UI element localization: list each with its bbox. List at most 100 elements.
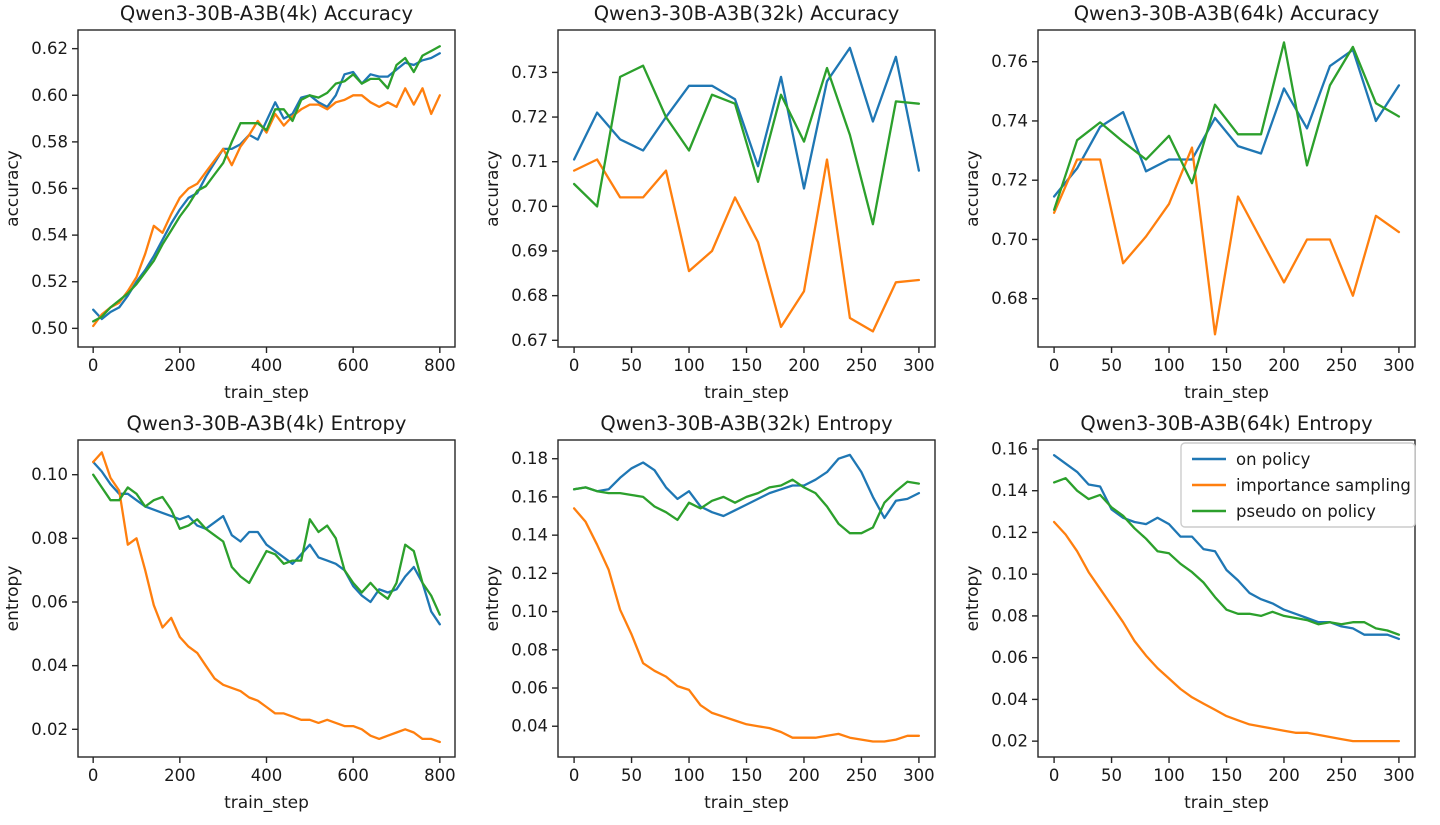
x-tick-label: 200 bbox=[788, 356, 820, 375]
y-tick-label: 0.12 bbox=[991, 523, 1028, 542]
chart-background bbox=[480, 0, 960, 411]
chart-svg-acc-32k: Qwen3-30B-A3B(32k) Accuracy 0 50 100 150 200 2… bbox=[480, 0, 960, 411]
y-tick-label: 0.62 bbox=[31, 39, 68, 58]
chart-entropy-64k: Qwen3-30B-A3B(64k) Entropy 0 50 100 150 200 25… bbox=[960, 410, 1440, 822]
axes-frame bbox=[77, 29, 456, 348]
series-line-pseudo-on-policy bbox=[92, 473, 441, 616]
series-line-pseudo-on-policy bbox=[1052, 41, 1401, 211]
x-axis-label: train_step bbox=[224, 383, 309, 403]
chart-title: Qwen3-30B-A3B(64k) Accuracy bbox=[1074, 2, 1380, 25]
x-tick-label: 0 bbox=[88, 766, 99, 785]
x-tick-label: 600 bbox=[337, 356, 369, 375]
x-tick-label: 100 bbox=[1153, 356, 1185, 375]
series-line-importance-sampling bbox=[92, 87, 441, 328]
legend-box bbox=[1180, 442, 1416, 528]
axes-frame bbox=[77, 439, 456, 758]
x-tick-label: 50 bbox=[621, 356, 642, 375]
y-axis-label: accuracy bbox=[963, 150, 983, 227]
chart-accuracy-32k: Qwen3-30B-A3B(32k) Accuracy 0 50 100 150 200 2… bbox=[480, 0, 960, 411]
x-tick-label: 800 bbox=[424, 356, 456, 375]
x-tick-label: 150 bbox=[731, 766, 763, 785]
x-tick-label: 250 bbox=[846, 766, 878, 785]
x-tick-label: 150 bbox=[1211, 356, 1243, 375]
chart-title: Qwen3-30B-A3B(32k) Entropy bbox=[600, 412, 892, 435]
chart-svg-ent-4k: Qwen3-30B-A3B(4k) Entropy 0 200 400 600 800 0.… bbox=[0, 410, 480, 821]
y-tick-label: 0.74 bbox=[991, 111, 1028, 130]
x-tick-label: 250 bbox=[1326, 356, 1358, 375]
y-axis-label: entropy bbox=[963, 566, 983, 632]
y-tick-label: 0.50 bbox=[31, 319, 68, 338]
y-tick-label: 0.02 bbox=[31, 720, 68, 739]
series-line-pseudo-on-policy bbox=[572, 478, 921, 535]
x-tick-label: 150 bbox=[1211, 766, 1243, 785]
y-axis-label: accuracy bbox=[483, 150, 503, 227]
axes-frame bbox=[1037, 29, 1416, 348]
y-tick-label: 0.72 bbox=[511, 108, 548, 127]
y-tick-label: 0.68 bbox=[511, 286, 548, 305]
series-line-importance-sampling bbox=[1052, 146, 1401, 336]
x-tick-label: 600 bbox=[337, 766, 369, 785]
x-tick-label: 200 bbox=[164, 356, 196, 375]
series-line-pseudo-on-policy bbox=[92, 45, 441, 323]
x-tick-label: 50 bbox=[1101, 766, 1122, 785]
y-tick-label: 0.02 bbox=[991, 732, 1028, 751]
y-tick-label: 0.08 bbox=[991, 606, 1028, 625]
y-tick-label: 0.60 bbox=[31, 86, 68, 105]
series-line-on-policy bbox=[92, 460, 441, 626]
y-tick-label: 0.10 bbox=[991, 565, 1028, 584]
y-tick-label: 0.10 bbox=[511, 602, 548, 621]
y-tick-label: 0.54 bbox=[31, 226, 68, 245]
chart-svg-acc-64k: Qwen3-30B-A3B(64k) Accuracy 0 50 100 150 200 2… bbox=[960, 0, 1440, 411]
y-tick-label: 0.76 bbox=[991, 52, 1028, 71]
x-tick-label: 0 bbox=[569, 766, 580, 785]
legend: on policy importance sampling pseudo on po… bbox=[1180, 442, 1416, 528]
x-tick-label: 300 bbox=[903, 766, 935, 785]
y-tick-label: 0.16 bbox=[991, 439, 1028, 458]
y-tick-label: 0.58 bbox=[31, 132, 68, 151]
x-tick-label: 300 bbox=[1383, 766, 1415, 785]
x-tick-label: 0 bbox=[1049, 766, 1060, 785]
x-tick-label: 0 bbox=[88, 356, 99, 375]
x-tick-label: 100 bbox=[673, 766, 705, 785]
y-axis-label: entropy bbox=[483, 566, 503, 632]
x-tick-label: 200 bbox=[788, 766, 820, 785]
x-tick-label: 0 bbox=[1049, 356, 1060, 375]
x-tick-label: 100 bbox=[673, 356, 705, 375]
x-tick-label: 300 bbox=[1383, 356, 1415, 375]
chart-svg-ent-64k: Qwen3-30B-A3B(64k) Entropy 0 50 100 150 200 25… bbox=[960, 410, 1440, 821]
x-tick-label: 200 bbox=[1268, 356, 1300, 375]
y-tick-label: 0.12 bbox=[511, 564, 548, 583]
chart-accuracy-64k: Qwen3-30B-A3B(64k) Accuracy 0 50 100 150 200 2… bbox=[960, 0, 1440, 411]
y-tick-label: 0.04 bbox=[31, 656, 68, 675]
series-line-on-policy bbox=[572, 453, 921, 520]
y-tick-label: 0.72 bbox=[991, 171, 1028, 190]
y-tick-label: 0.06 bbox=[511, 679, 548, 698]
series-line-importance-sampling bbox=[1052, 520, 1401, 743]
series-line-pseudo-on-policy bbox=[572, 64, 921, 226]
y-tick-label: 0.04 bbox=[991, 690, 1028, 709]
chart-entropy-4k: Qwen3-30B-A3B(4k) Entropy 0 200 400 600 800 0.… bbox=[0, 410, 480, 822]
chart-entropy-32k: Qwen3-30B-A3B(32k) Entropy 0 50 100 150 200 25… bbox=[480, 410, 960, 822]
y-tick-label: 0.71 bbox=[511, 152, 548, 171]
x-tick-label: 400 bbox=[251, 766, 283, 785]
x-tick-label: 50 bbox=[621, 766, 642, 785]
y-tick-label: 0.18 bbox=[511, 449, 548, 468]
x-axis-label: train_step bbox=[1184, 383, 1269, 403]
axes-frame bbox=[557, 439, 936, 758]
y-tick-label: 0.06 bbox=[991, 648, 1028, 667]
series-line-on-policy bbox=[1052, 454, 1401, 641]
x-tick-label: 200 bbox=[164, 766, 196, 785]
y-tick-label: 0.73 bbox=[511, 63, 548, 82]
series-line-importance-sampling bbox=[572, 507, 921, 743]
x-tick-label: 0 bbox=[569, 356, 580, 375]
y-axis-label: accuracy bbox=[3, 150, 23, 227]
y-tick-label: 0.14 bbox=[511, 526, 548, 545]
y-tick-label: 0.10 bbox=[31, 465, 68, 484]
legend-label-pseudo-on-policy: pseudo on policy bbox=[1236, 502, 1376, 521]
y-tick-label: 0.04 bbox=[511, 717, 548, 736]
legend-label-importance-sampling: importance sampling bbox=[1236, 476, 1411, 495]
x-tick-label: 250 bbox=[846, 356, 878, 375]
chart-title: Qwen3-30B-A3B(4k) Entropy bbox=[127, 412, 407, 435]
y-tick-label: 0.52 bbox=[31, 272, 68, 291]
